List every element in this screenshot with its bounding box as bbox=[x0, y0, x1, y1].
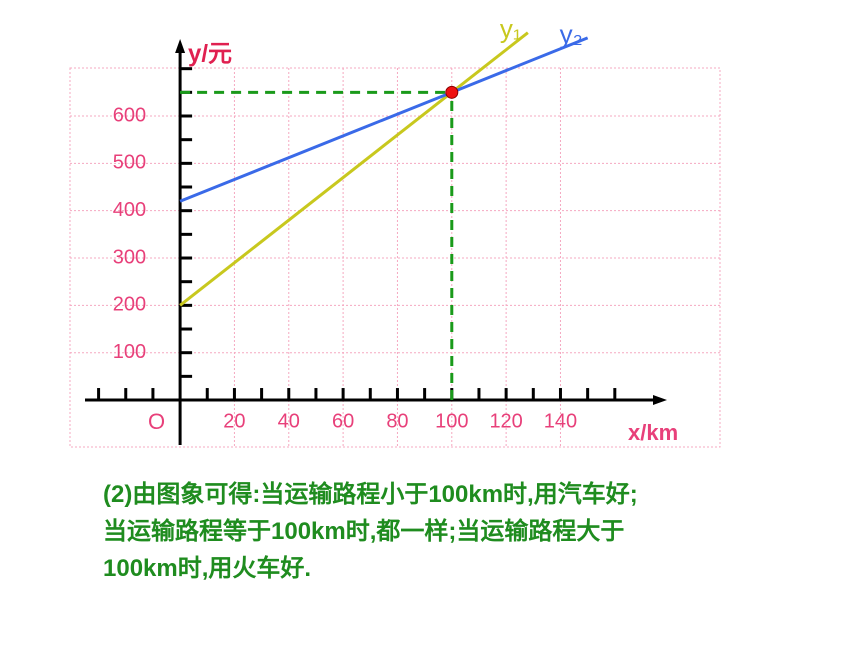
y-tick-label: 100 bbox=[113, 341, 146, 363]
origin-label: O bbox=[148, 409, 165, 434]
series-line bbox=[179, 36, 589, 203]
series-label: y₁ bbox=[500, 14, 522, 44]
y-axis-label: y/元 bbox=[188, 40, 232, 67]
x-tick-label: 120 bbox=[489, 410, 522, 432]
x-tick-label: 60 bbox=[332, 410, 354, 432]
x-tick-label: 140 bbox=[544, 410, 577, 432]
series-label: y₂ bbox=[560, 19, 583, 49]
y-tick-label: 200 bbox=[113, 294, 146, 316]
y-tick-label: 400 bbox=[113, 199, 146, 221]
x-axis-arrow bbox=[653, 395, 667, 406]
intersection-point bbox=[445, 85, 459, 99]
conclusion: (2)由图象可得:当运输路程小于100km时,用汽车好; 当运输路程等于100k… bbox=[103, 476, 638, 587]
x-tick-label: 80 bbox=[386, 410, 408, 432]
y-tick-label: 600 bbox=[113, 104, 146, 126]
conclusion-line: 100km时,用火车好. bbox=[103, 555, 312, 582]
grid-frame bbox=[69, 67, 721, 448]
y-tick-label: 300 bbox=[113, 246, 146, 268]
x-tick-label: 20 bbox=[223, 410, 245, 432]
x-axis-label: x/km bbox=[628, 420, 678, 445]
x-tick-label: 40 bbox=[278, 410, 300, 432]
conclusion-line: 当运输路程等于100km时,都一样;当运输路程大于 bbox=[103, 518, 625, 545]
x-tick-label: 100 bbox=[435, 410, 468, 432]
conclusion-line: (2)由图象可得:当运输路程小于100km时,用汽车好; bbox=[103, 481, 638, 508]
y-axis-arrow bbox=[175, 39, 186, 53]
y-tick-label: 500 bbox=[113, 152, 146, 174]
series-line bbox=[179, 31, 529, 307]
